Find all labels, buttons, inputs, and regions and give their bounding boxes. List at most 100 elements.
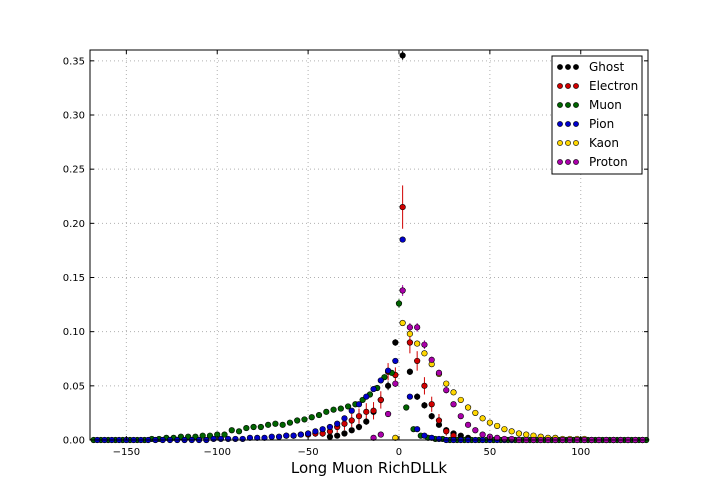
proton-point	[464, 421, 472, 428]
kaon-point	[450, 389, 457, 396]
legend-label-pion: Pion	[589, 117, 614, 131]
legend-marker-proton	[557, 159, 563, 165]
kaon-point	[523, 431, 530, 438]
proton-point	[450, 401, 457, 408]
axis-ticks: −150 −100 −50 0 50 100 0.00 0.05 0.10 0.15 0.20 0.2…	[63, 50, 648, 458]
proton-point	[377, 431, 384, 438]
muon-point	[279, 421, 286, 428]
pion-point	[232, 435, 239, 443]
pion-point	[261, 434, 268, 441]
pion-point	[326, 423, 334, 431]
pion-point	[363, 393, 370, 400]
muon-point	[221, 431, 228, 438]
kaon-point	[472, 409, 479, 417]
pion-point	[421, 432, 428, 439]
legend-marker-ghost	[573, 64, 579, 70]
pion-point	[384, 367, 392, 374]
muon-point	[243, 424, 250, 432]
muon-point	[403, 404, 410, 411]
legend-entry-kaon: Kaon	[557, 136, 619, 150]
muon-point	[323, 408, 330, 415]
muon-point	[315, 411, 323, 419]
y-tick-label: 0.30	[63, 111, 85, 122]
proton-point	[406, 324, 413, 331]
legend-marker-pion	[573, 121, 579, 127]
electron-point	[435, 417, 443, 424]
data-points	[90, 52, 650, 444]
legend-marker-electron	[573, 83, 579, 89]
electron-point	[428, 401, 435, 408]
proton-point	[370, 434, 377, 441]
muon-point	[272, 420, 279, 427]
proton-point	[435, 369, 443, 376]
muon-point	[199, 432, 206, 439]
ghost-point	[334, 432, 341, 439]
electron-point	[443, 428, 450, 435]
pion-point	[334, 420, 341, 427]
legend-marker-muon	[573, 102, 579, 108]
ghost-point	[428, 413, 435, 420]
kaon-point	[443, 380, 450, 387]
kaon-point	[406, 330, 413, 337]
pion-point	[297, 431, 304, 438]
ghost-point	[326, 433, 334, 440]
pion-point	[246, 434, 254, 441]
muon-point	[265, 421, 272, 428]
legend-label-proton: Proton	[589, 155, 628, 169]
grid	[90, 50, 648, 441]
pion-point	[312, 428, 319, 435]
kaon-point	[486, 419, 493, 426]
pion-point	[254, 434, 261, 441]
pion-point	[319, 426, 326, 433]
legend-marker-proton	[565, 159, 571, 165]
y-tick-label: 0.25	[63, 165, 85, 176]
x-axis-label: Long Muon RichDLLk	[291, 459, 448, 477]
pion-point	[225, 435, 232, 443]
ghost-point	[414, 393, 421, 400]
proton-point	[392, 380, 399, 387]
legend-marker-proton	[573, 159, 579, 165]
legend-marker-kaon	[573, 140, 579, 146]
legend-entry-electron: Electron	[557, 79, 638, 93]
x-tick-label: 50	[484, 447, 497, 458]
y-tick-label: 0.20	[63, 219, 85, 230]
kaon-point	[508, 428, 515, 435]
proton-point	[479, 431, 486, 438]
pion-point	[210, 435, 217, 443]
electron-point	[370, 407, 377, 414]
proton-point	[494, 434, 501, 441]
kaon-point	[494, 422, 501, 430]
pion-point	[355, 401, 363, 408]
legend-label-muon: Muon	[589, 98, 622, 112]
electron-point	[421, 382, 428, 389]
kaon-point	[457, 396, 464, 404]
kaon-point	[399, 319, 406, 327]
proton-point	[414, 324, 421, 331]
proton-point	[421, 341, 428, 348]
muon-point	[250, 423, 257, 431]
x-tick-label: −100	[203, 447, 230, 458]
pion-point	[428, 434, 435, 441]
muon-point	[395, 300, 403, 307]
proton-point	[501, 435, 508, 443]
kaon-point	[392, 434, 399, 441]
electron-point	[363, 408, 370, 415]
electron-point	[399, 203, 406, 211]
ghost-point	[363, 418, 370, 425]
y-tick-label: 0.15	[63, 273, 85, 284]
legend-label-ghost: Ghost	[589, 60, 624, 74]
legend-entry-muon: Muon	[557, 98, 622, 112]
legend-marker-pion	[557, 121, 563, 127]
legend-entry-pion: Pion	[557, 117, 614, 131]
legend-label-electron: Electron	[589, 79, 638, 93]
pion-point	[370, 385, 377, 393]
pion-point	[406, 393, 413, 400]
proton-point	[472, 427, 479, 434]
legend-marker-pion	[565, 121, 571, 127]
ghost-point	[348, 427, 355, 434]
electron-point	[348, 417, 355, 424]
kaon-point	[464, 404, 472, 411]
pion-point	[305, 430, 312, 437]
muon-point	[257, 423, 264, 431]
